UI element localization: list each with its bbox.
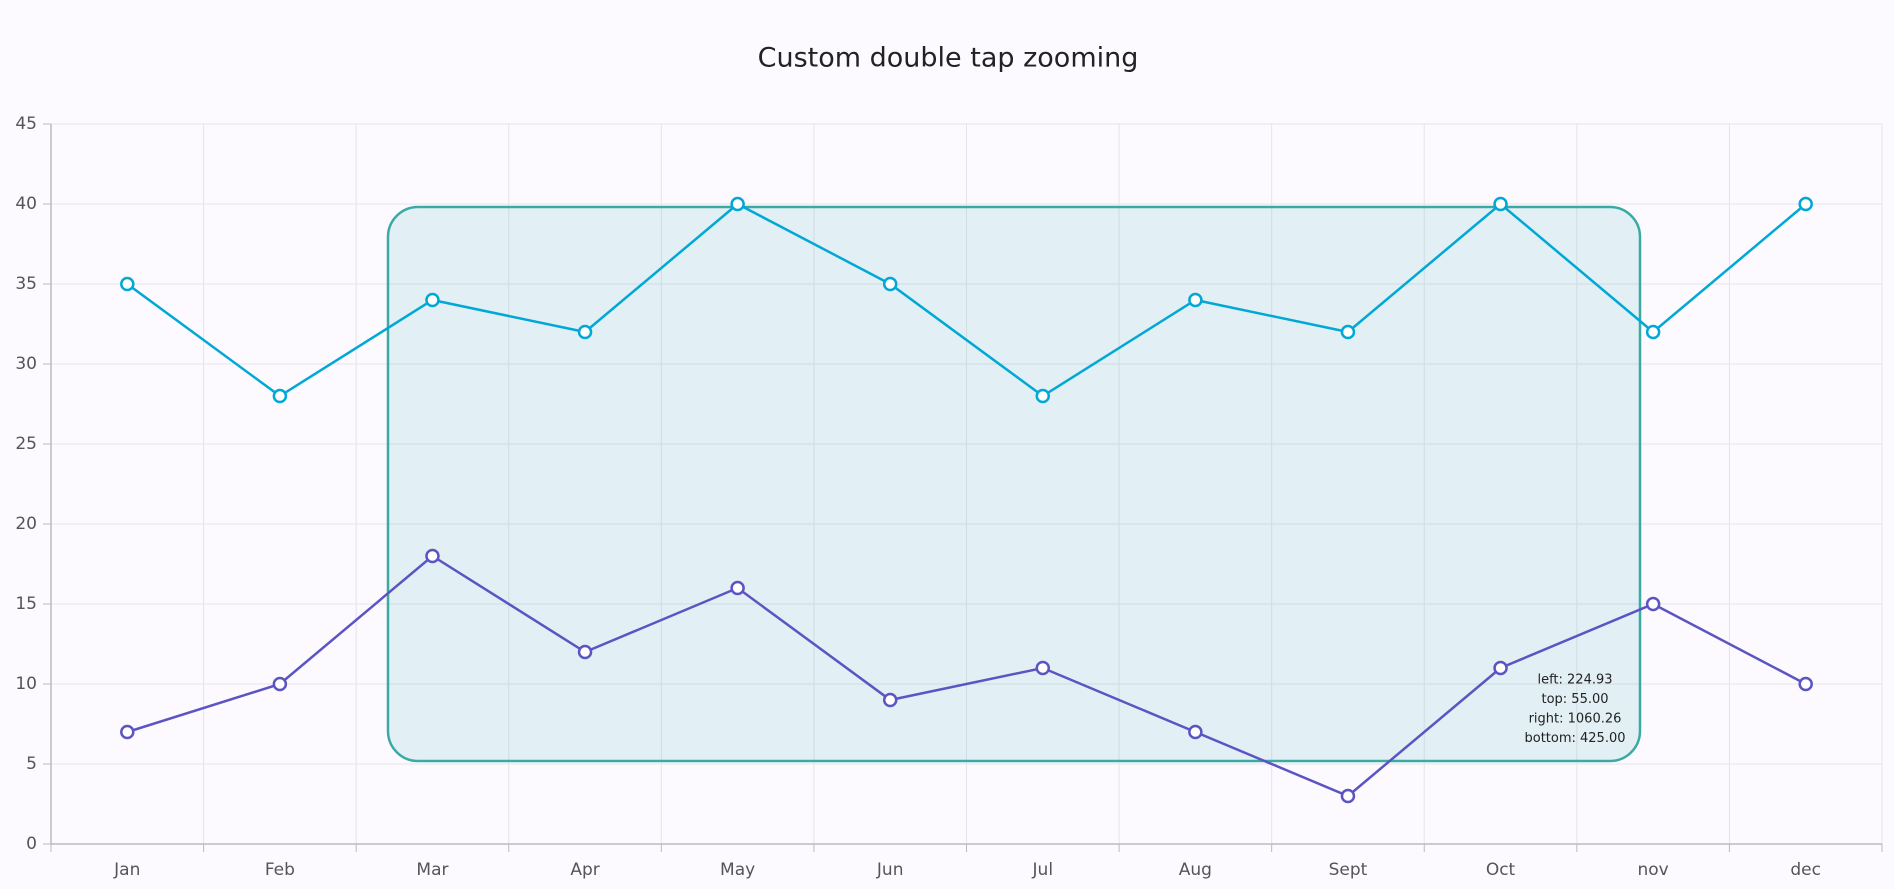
x-tick-label: Jun <box>876 860 904 880</box>
x-tick-label: Aug <box>1179 860 1212 880</box>
y-tick-label: 25 <box>15 434 37 454</box>
series-line <box>126 554 1807 798</box>
y-tick-label: 0 <box>26 834 37 854</box>
data-point <box>1035 388 1051 404</box>
selection-label: top: 55.00 <box>1541 692 1608 707</box>
data-point <box>1493 660 1508 676</box>
x-tick-label: May <box>720 860 755 880</box>
x-tick-label: Mar <box>416 860 448 880</box>
x-tick-label: dec <box>1790 860 1821 880</box>
data-point <box>1340 788 1356 804</box>
x-tick-label: Feb <box>265 860 295 880</box>
x-tick-label: Oct <box>1486 860 1516 880</box>
grid: 0 5 10 15 20 25 30 35 40 45 Jan Feb Mar Apr May Jun Jul A… <box>15 114 1883 880</box>
y-tick-label: 45 <box>15 114 37 134</box>
y-tick-label: 15 <box>15 594 37 614</box>
x-tick-label: Jan <box>113 860 140 880</box>
y-tick-label: 35 <box>15 274 37 294</box>
selection-label: right: 1060.26 <box>1529 712 1622 727</box>
selection-label: left: 224.93 <box>1537 673 1612 688</box>
data-point <box>1035 660 1051 676</box>
data-point <box>272 676 288 692</box>
data-point <box>425 548 440 564</box>
series-line <box>126 202 1807 398</box>
data-point <box>882 276 898 292</box>
y-tick-label: 5 <box>26 754 37 774</box>
data-point <box>1645 596 1661 612</box>
data-point <box>272 388 288 404</box>
chart-title: Custom double tap zooming <box>758 43 1139 74</box>
y-tick-label: 10 <box>15 674 37 694</box>
selection: left: 224.93 top: 55.00 right: 1060.26 bott… <box>386 205 1642 763</box>
selection-label: bottom: 425.00 <box>1524 731 1625 746</box>
data-point <box>425 292 440 308</box>
data-point <box>1188 724 1203 740</box>
data-point <box>1340 324 1356 340</box>
data-point <box>730 196 745 212</box>
data-point <box>120 724 135 740</box>
x-tick-label: Apr <box>570 860 599 880</box>
y-tick-label: 20 <box>15 514 37 534</box>
x-tick-label: Sept <box>1329 860 1368 880</box>
data-point <box>120 276 135 292</box>
y-tick-label: 40 <box>15 194 37 214</box>
x-tick-label: Jul <box>1032 860 1054 880</box>
selection-rect <box>386 205 1642 763</box>
data-point <box>882 692 898 708</box>
data-point <box>577 644 593 660</box>
data-point <box>1798 676 1813 692</box>
data-point <box>1798 196 1813 212</box>
plot <box>120 196 1813 804</box>
data-point <box>1188 292 1203 308</box>
data-point <box>730 580 745 596</box>
x-tick-label: nov <box>1638 860 1669 880</box>
data-point <box>1493 196 1508 212</box>
data-point <box>577 324 593 340</box>
data-point <box>1645 324 1661 340</box>
y-tick-label: 30 <box>15 354 37 374</box>
